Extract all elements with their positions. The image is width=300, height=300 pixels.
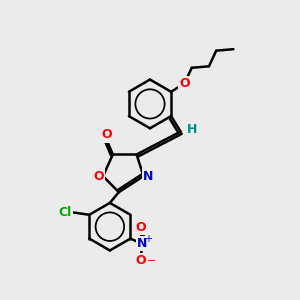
Text: Cl: Cl: [58, 206, 71, 219]
Text: O: O: [93, 170, 104, 183]
Text: O: O: [179, 77, 190, 90]
Text: O: O: [101, 128, 112, 141]
Text: N: N: [143, 170, 153, 183]
Text: −: −: [147, 256, 156, 266]
Text: N: N: [137, 237, 148, 250]
Text: O: O: [136, 254, 146, 267]
Text: +: +: [144, 235, 152, 244]
Text: H: H: [187, 123, 197, 136]
Text: O: O: [136, 221, 146, 234]
